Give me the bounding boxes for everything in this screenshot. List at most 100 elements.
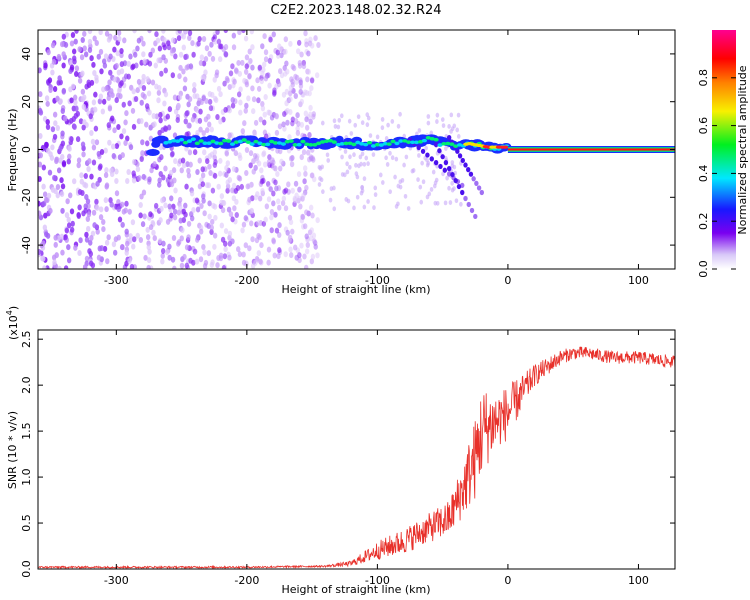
noise-speck: [78, 237, 83, 244]
noise-speck: [231, 166, 237, 173]
signal-core: [206, 141, 212, 146]
noise-speck: [106, 234, 111, 241]
signal-core: [453, 144, 459, 148]
noise-speck: [65, 198, 70, 205]
noise-speck: [183, 76, 188, 83]
noise-speck: [160, 248, 166, 255]
noise-speck: [94, 74, 99, 81]
noise-speck: [321, 189, 325, 195]
noise-speck: [70, 32, 76, 39]
noise-speck: [187, 34, 192, 41]
noise-speck: [44, 141, 49, 148]
noise-speck: [157, 238, 163, 245]
signal-core: [421, 138, 427, 143]
noise-speck: [192, 93, 197, 100]
noise-speck: [160, 197, 165, 204]
noise-speck: [136, 78, 142, 85]
noise-speck: [224, 165, 229, 172]
noise-speck: [86, 225, 91, 232]
noise-speck: [190, 116, 196, 123]
noise-speck: [97, 245, 102, 252]
noise-speck: [273, 179, 278, 186]
noise-speck: [141, 40, 146, 47]
noise-speck: [38, 249, 42, 256]
noise-speck: [343, 172, 347, 178]
noise-speck: [53, 234, 58, 241]
noise-speck: [285, 68, 290, 75]
noise-speck: [163, 91, 169, 98]
noise-speck: [84, 231, 89, 238]
noise-speck: [63, 233, 68, 240]
noise-speck: [165, 218, 171, 225]
noise-speck: [181, 208, 187, 215]
noise-speck: [226, 206, 232, 213]
signal-core: [327, 138, 333, 143]
signal-blob: [146, 149, 160, 157]
noise-speck: [375, 134, 380, 140]
noise-speck: [230, 63, 235, 70]
noise-speck: [216, 38, 222, 45]
noise-speck: [299, 121, 305, 128]
noise-speck: [114, 177, 119, 184]
noise-speck: [417, 128, 422, 133]
noise-speck: [249, 208, 254, 215]
noise-speck: [61, 33, 67, 40]
noise-speck: [212, 149, 217, 156]
spectrogram-x-tick-label: -200: [234, 274, 259, 287]
noise-speck: [388, 189, 392, 195]
noise-speck: [270, 157, 275, 164]
noise-speck: [197, 117, 203, 124]
noise-speck: [42, 191, 48, 198]
colorbar: 0.0 0.2 0.4 0.6 0.8 Normalized spectral ampl…: [697, 30, 749, 278]
colorbar-tick-label: 0.8: [697, 69, 710, 87]
noise-speck: [123, 119, 128, 126]
noise-speck: [371, 152, 376, 157]
noise-speck: [91, 209, 97, 216]
noise-speck: [255, 191, 260, 198]
noise-speck: [208, 105, 214, 112]
noise-speck: [56, 167, 62, 174]
snr-x-tick-label: 0: [504, 574, 511, 587]
signal-core: [276, 141, 283, 145]
noise-speck: [88, 113, 93, 120]
noise-speck: [200, 166, 205, 173]
noise-speck: [300, 213, 305, 220]
noise-speck: [295, 130, 301, 137]
noise-speck: [277, 204, 282, 211]
noise-speck: [209, 229, 214, 236]
noise-speck: [245, 183, 250, 190]
noise-speck: [352, 205, 356, 211]
noise-speck: [43, 196, 49, 203]
noise-speck: [212, 232, 218, 239]
noise-speck: [152, 121, 157, 128]
noise-speck: [110, 143, 116, 150]
noise-speck: [251, 158, 256, 165]
noise-speck: [299, 242, 304, 249]
noise-speck: [179, 262, 185, 269]
noise-speck: [271, 237, 276, 244]
noise-speck: [283, 251, 288, 258]
noise-speck: [81, 151, 86, 158]
noise-speck: [73, 244, 78, 251]
noise-speck: [60, 130, 65, 137]
snr-plot-area: [38, 330, 675, 569]
noise-speck: [172, 94, 178, 101]
noise-speck: [78, 118, 84, 125]
noise-speck: [169, 195, 174, 202]
signal-core: [261, 142, 267, 147]
noise-speck: [83, 173, 88, 180]
noise-speck: [194, 258, 200, 265]
noise-speck: [267, 82, 272, 89]
noise-speck: [170, 47, 175, 54]
noise-speck: [145, 140, 150, 147]
noise-speck: [198, 108, 203, 115]
noise-speck: [298, 79, 303, 86]
noise-speck: [274, 185, 279, 192]
noise-speck: [223, 246, 228, 253]
noise-speck: [198, 126, 203, 133]
signal-streak: [437, 148, 442, 154]
noise-speck: [60, 153, 65, 160]
noise-speck: [176, 35, 182, 42]
noise-speck: [102, 245, 108, 252]
noise-speck: [192, 82, 197, 89]
